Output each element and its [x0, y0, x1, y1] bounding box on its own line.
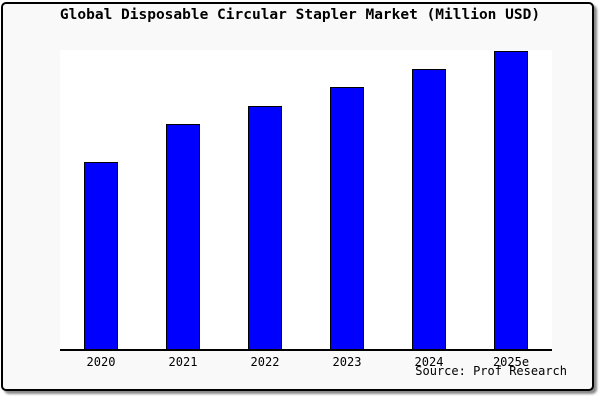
bars-row: [60, 50, 552, 351]
bar-2023: [330, 87, 364, 349]
bar-slot: [306, 87, 388, 349]
chart-title: Global Disposable Circular Stapler Marke…: [59, 7, 541, 23]
bar-2020: [84, 162, 118, 349]
x-axis-labels: 2020 2021 2022 2023 2024 2025e: [60, 351, 552, 369]
bar-slot: [142, 124, 224, 349]
plot-area: 2020 2021 2022 2023 2024 2025e: [60, 50, 552, 369]
bar-2022: [248, 106, 282, 349]
bar-slot: [470, 51, 552, 349]
x-axis-label: 2021: [168, 355, 198, 369]
x-axis-label: 2020: [86, 355, 116, 369]
bar-2025e: [494, 51, 528, 349]
x-axis-label: 2022: [250, 355, 280, 369]
bar-2024: [412, 69, 446, 349]
x-axis-label: 2024: [414, 355, 444, 369]
bar-slot: [388, 69, 470, 349]
x-axis-label: 2023: [332, 355, 362, 369]
x-axis-label: 2025e: [492, 355, 530, 369]
source-label: Source: Prof Research: [415, 364, 567, 378]
bar-slot: [60, 162, 142, 349]
bar-2021: [166, 124, 200, 349]
bar-slot: [224, 106, 306, 349]
